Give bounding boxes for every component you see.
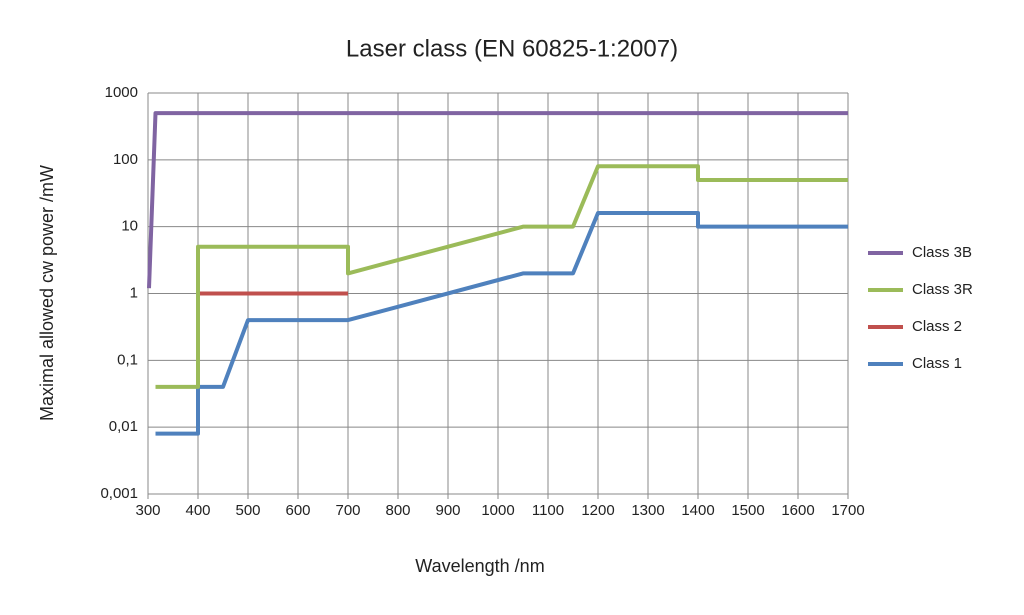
- x-tick-label: 1400: [681, 502, 714, 519]
- legend-label: Class 2: [912, 318, 962, 335]
- x-tick-label: 1100: [532, 502, 564, 519]
- legend-label: Class 3R: [912, 281, 973, 298]
- line-series: [147, 111, 848, 289]
- chart-title: Laser class (EN 60825-1:2007): [346, 35, 678, 62]
- x-tick-label: 500: [235, 502, 260, 519]
- y-tick-label: 1000: [105, 84, 138, 101]
- y-tick-label: 10: [121, 218, 138, 235]
- x-tick-label: 1200: [581, 502, 614, 519]
- legend-label: Class 1: [912, 355, 962, 372]
- y-axis-title: Maximal allowed cw power /mW: [37, 165, 57, 421]
- x-tick-label: 1300: [631, 502, 664, 519]
- line-series: [155, 211, 848, 436]
- x-tick-label: 600: [285, 502, 310, 519]
- y-tick-label: 1: [130, 284, 138, 301]
- y-tick-label: 0,001: [100, 485, 138, 502]
- y-tick-label: 0,1: [117, 351, 138, 368]
- y-tick-label: 100: [113, 151, 138, 168]
- legend-label: Class 3B: [912, 244, 972, 261]
- x-axis-title: Wavelength /nm: [415, 556, 544, 576]
- x-tick-label: 1600: [781, 502, 814, 519]
- y-tick-label: 0,01: [109, 418, 138, 435]
- x-tick-label: 1500: [731, 502, 764, 519]
- x-tick-label: 800: [385, 502, 410, 519]
- x-tick-label: 700: [335, 502, 360, 519]
- x-tick-label: 1000: [481, 502, 514, 519]
- x-tick-label: 400: [185, 502, 210, 519]
- x-tick-label: 1700: [831, 502, 864, 519]
- line-series: [155, 164, 848, 389]
- x-tick-label: 900: [435, 502, 460, 519]
- x-tick-label: 300: [135, 502, 160, 519]
